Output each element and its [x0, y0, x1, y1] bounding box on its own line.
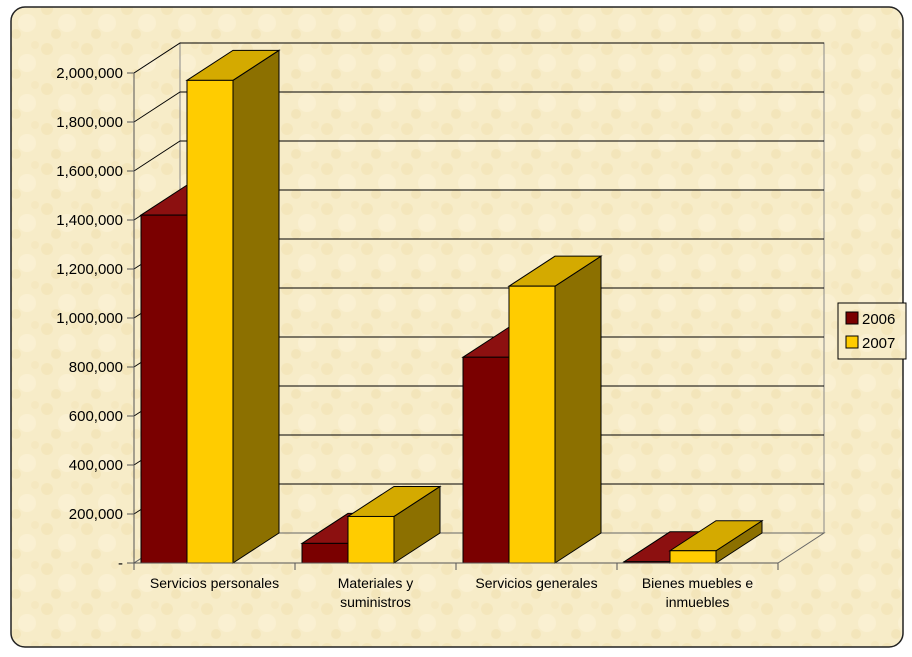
gridline — [133, 140, 824, 172]
x-category-label-line: Servicios generales — [475, 575, 597, 591]
x-category-label-line: suministros — [340, 594, 411, 610]
x-category-label: Bienes muebles e inmuebles — [642, 575, 754, 610]
y-tick-label: 800,000 — [69, 359, 123, 376]
x-category-label: Servicios generales — [475, 575, 597, 591]
bar-2007-front — [186, 79, 234, 564]
bar-2007-side — [232, 49, 280, 564]
y-tick-label: 200,000 — [69, 506, 123, 523]
legend-label: 2007 — [862, 335, 895, 352]
x-category-label-line: inmuebles — [666, 594, 730, 610]
bar-2007-side — [554, 255, 602, 564]
x-category-label-line: Bienes muebles e — [642, 575, 754, 591]
bar-2007-front — [508, 285, 556, 564]
x-category-label: Materiales y suministros — [338, 575, 413, 610]
legend-label: 2006 — [862, 311, 895, 328]
x-category-label-line: Servicios personales — [150, 575, 279, 591]
y-tick-label: 600,000 — [69, 408, 123, 425]
y-tick-label: 2,000,000 — [56, 65, 123, 82]
bar-2006-front — [301, 542, 349, 564]
x-category-label: Servicios personales — [150, 575, 279, 591]
legend-swatch — [845, 335, 859, 349]
bar-2007 — [507, 255, 603, 564]
y-tick-label: 1,600,000 — [56, 163, 123, 180]
gridline — [133, 91, 824, 123]
bar-2007 — [668, 519, 764, 564]
y-tick-label: 1,000,000 — [56, 310, 123, 327]
legend-swatch — [845, 311, 859, 325]
x-category-label-line: Materiales y — [338, 575, 413, 591]
gridline — [133, 42, 824, 74]
y-tick-label: 1,800,000 — [56, 114, 123, 131]
y-tick-label: 400,000 — [69, 457, 123, 474]
y-tick-label: - — [118, 555, 123, 572]
bar-2006-front — [462, 356, 510, 564]
y-tick-label: 1,400,000 — [56, 212, 123, 229]
bar-2007 — [185, 49, 281, 564]
y-tick-label: 1,200,000 — [56, 261, 123, 278]
bar-2006-front — [140, 214, 188, 564]
bar-2007-front — [347, 515, 395, 564]
bar-2007 — [346, 485, 442, 564]
bar-2007-front — [669, 550, 717, 564]
